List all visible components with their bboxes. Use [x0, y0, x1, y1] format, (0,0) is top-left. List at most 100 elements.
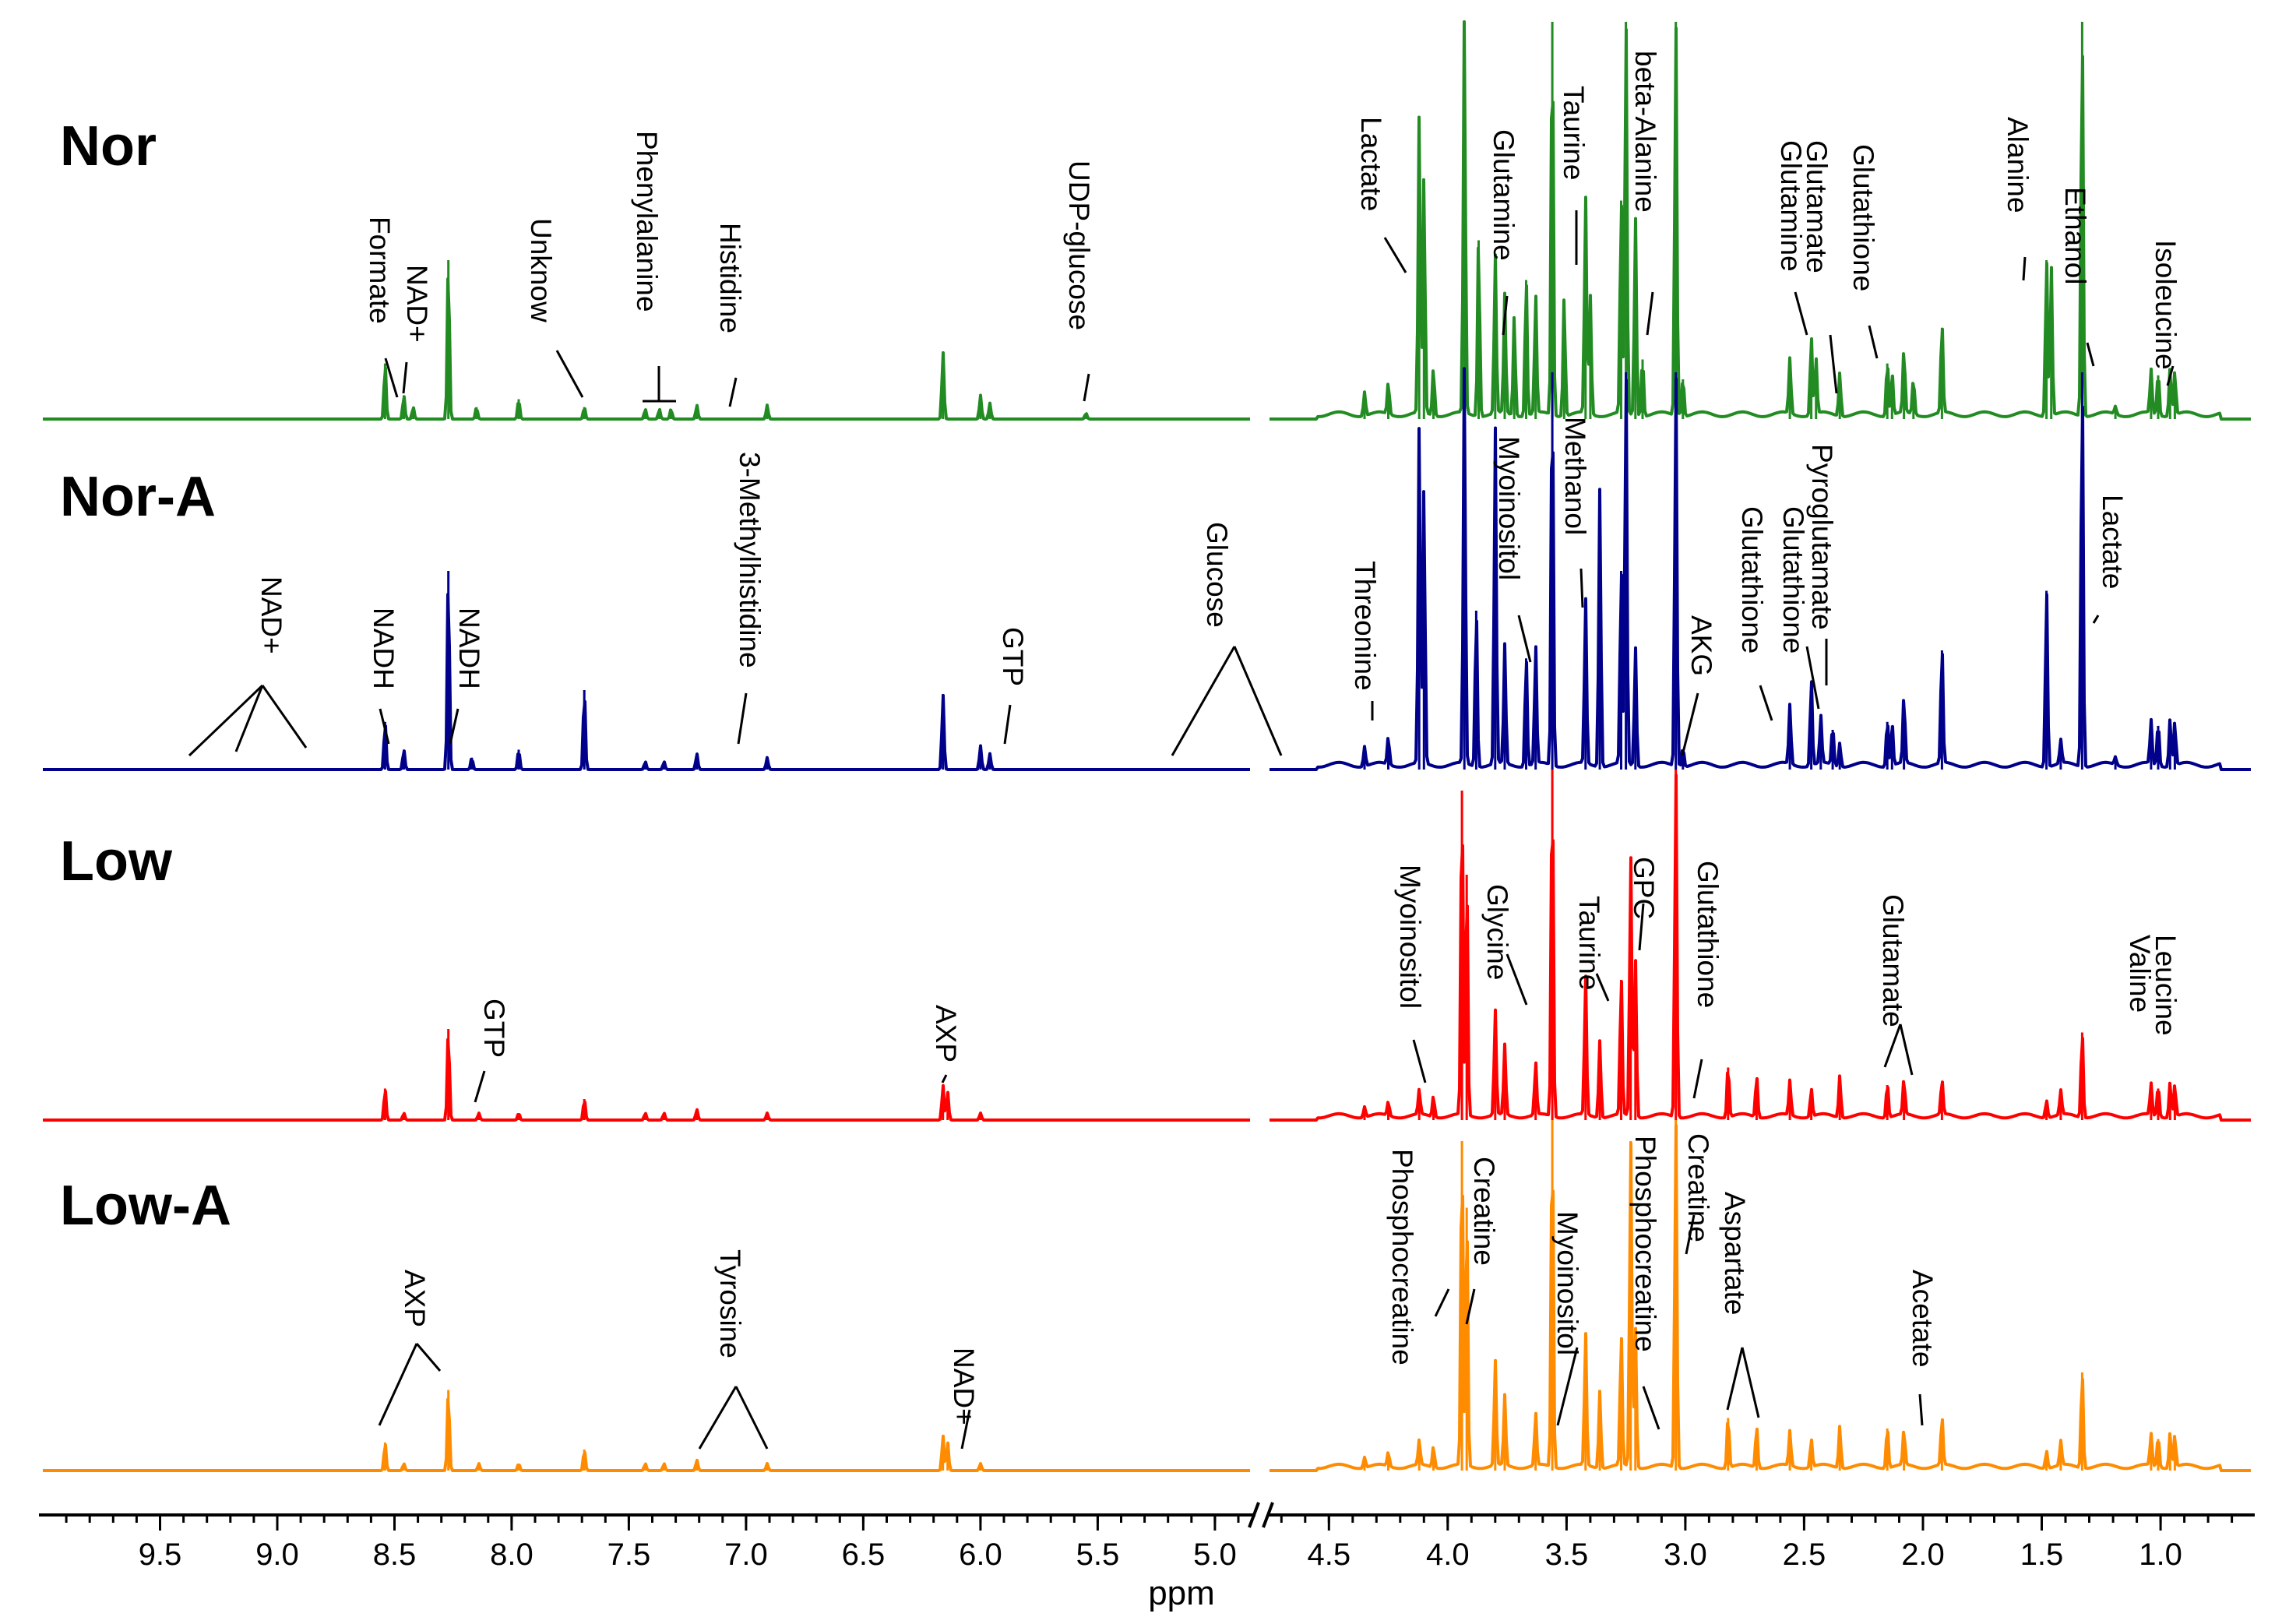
annotation-nor-1: NAD+ [401, 265, 433, 394]
annotation-nor-a-3: 3-Methylhistidine [734, 452, 766, 745]
annotation-nor-a-11: Glutathione [1777, 506, 1820, 710]
annotation-label: Aspartate [1719, 1192, 1751, 1315]
annotation-leader-line [1465, 1288, 1476, 1325]
peaks-low [383, 770, 2176, 1120]
annotation-leader-line [1003, 704, 1012, 745]
annotation-leader-line [1556, 1347, 1579, 1426]
x-tick-label: 9.5 [139, 1538, 182, 1572]
annotation-leader-line [1642, 1386, 1660, 1430]
x-tick-label: 8.0 [490, 1538, 534, 1572]
annotation-low-8: Valine [2124, 935, 2156, 1013]
annotation-nor-6: Lactate [1355, 117, 1407, 273]
annotation-nor-9: beta-Alanine [1629, 51, 1661, 336]
annotation-leader-line [1741, 1347, 1760, 1418]
annotation-leader-line [698, 1386, 738, 1450]
annotation-low-5: GPC [1628, 857, 1660, 951]
annotation-leader-line [188, 684, 264, 757]
annotation-leader-line [234, 685, 264, 752]
annotation-low-a-2: NAD+ [948, 1347, 980, 1450]
annotation-label: Myoinositol [1493, 436, 1525, 580]
annotation-leader-line [1759, 685, 1773, 721]
annotation-label: Unknow [525, 218, 557, 322]
annotation-leader-line [1868, 325, 1879, 359]
annotation-label: Tyrosine [714, 1249, 746, 1358]
x-tick-label: 6.5 [842, 1538, 886, 1572]
annotation-leader-line [1681, 692, 1699, 756]
annotation-nor-a-8: Methanol [1559, 417, 1591, 608]
x-tick-label: 1.5 [2020, 1538, 2064, 1572]
annotation-leader-line [1595, 973, 1610, 1002]
annotation-low-7: Glutamate [1877, 894, 1914, 1076]
annotation-label: Ethanol [2059, 187, 2091, 285]
group-label-low: Low [60, 830, 173, 893]
x-tick-label: 5.5 [1076, 1538, 1120, 1572]
series-low [43, 770, 2251, 1122]
annotation-leader-line [1502, 295, 1509, 336]
x-tick-label: 2.0 [1901, 1538, 1945, 1572]
group-label-low-a: Low-A [60, 1175, 231, 1237]
annotation-leader-line [261, 685, 308, 749]
annotation-leader-line [1579, 568, 1584, 608]
annotation-nor-15: Isoleucine [2150, 240, 2182, 386]
annotation-label: Histidine [714, 223, 746, 333]
annotation-low-a-3: Phosphocreatine [1386, 1149, 1450, 1365]
annotation-label: AXP [399, 1270, 431, 1327]
annotation-label: GTP [997, 627, 1029, 686]
annotation-leader-line [1829, 334, 1838, 394]
annotation-label: NAD+ [255, 576, 287, 654]
spectra-layer [43, 20, 2251, 1472]
annotation-label: NADH [368, 608, 400, 689]
annotation-leader-line [1505, 953, 1528, 1006]
annotation-label: AXP [930, 1005, 962, 1062]
annotation-nor-a-4: GTP [997, 627, 1029, 745]
annotation-leader-line [2022, 256, 2027, 281]
annotation-nor-14: Ethanol [2059, 187, 2095, 367]
annotation-low-a-8: Aspartate [1719, 1192, 1760, 1418]
annotation-label: Acetate [1907, 1270, 1939, 1367]
annotation-leader-line [1233, 646, 1283, 756]
annotation-label: NAD+ [401, 265, 433, 343]
series-low-a [43, 1120, 2251, 1472]
annotation-leader-line [734, 1386, 769, 1450]
annotation-leader-line [1171, 646, 1236, 756]
annotation-leader-line [2166, 365, 2175, 386]
series-nor [43, 20, 2251, 421]
annotation-label: Myoinositol [1551, 1211, 1583, 1355]
x-tick-label: 2.5 [1783, 1538, 1826, 1572]
annotation-leader-line [1383, 237, 1407, 273]
annotation-leader-line [1434, 1288, 1450, 1317]
annotation-label: Glutathione [1847, 144, 1879, 291]
annotation-low-9: Leucine [2150, 935, 2182, 1036]
annotation-label: Valine [2124, 935, 2156, 1013]
annotation-label: Phosphocreatine [1629, 1136, 1661, 1352]
annotation-label: Taurine [1558, 86, 1590, 180]
annotation-label: Phenylalanine [631, 131, 663, 312]
annotation-nor-a-5: Glucose [1171, 522, 1283, 756]
x-axis-title: ppm [1148, 1574, 1215, 1612]
annotation-leader-line [1692, 1059, 1703, 1099]
annotation-leader-line [2092, 615, 2100, 624]
annotation-label: Alanine [2002, 117, 2034, 213]
annotations-nor: Formate NAD+ Unknow Phenylalanine Histidine U… [364, 51, 2182, 407]
annotation-label: Phosphocreatine [1386, 1149, 1418, 1365]
annotation-nor-a-12: Pyroglutamate [1806, 444, 1838, 685]
annotation-leader-line [384, 358, 399, 398]
annotation-leader-line [941, 1074, 948, 1083]
annotation-nor-5: UDP-glucose [1063, 160, 1095, 402]
spectrum-low-segment-1 [43, 1037, 1250, 1122]
annotation-leader-line [1685, 1214, 1696, 1255]
annotation-leader-line [960, 1409, 971, 1450]
spectrum-low-a-segment-2 [1270, 1124, 2251, 1472]
annotation-label: Methanol [1559, 417, 1591, 535]
x-tick-label: 4.5 [1307, 1538, 1351, 1572]
annotation-leader-line [449, 708, 460, 745]
axis-break-mark [1248, 1502, 1260, 1528]
annotation-leader-line [1794, 291, 1808, 336]
annotation-label: Lactate [1355, 117, 1387, 211]
annotation-label: Glycine [1481, 884, 1513, 980]
annotation-label: Glutamine [1488, 129, 1520, 261]
annotation-low-3: Glycine [1481, 884, 1528, 1006]
group-label-layer: Nor Nor-A Low Low-A [60, 115, 231, 1237]
annotation-leader-line [2086, 342, 2095, 367]
annotation-nor-a-10: Glutathione [1736, 506, 1773, 721]
